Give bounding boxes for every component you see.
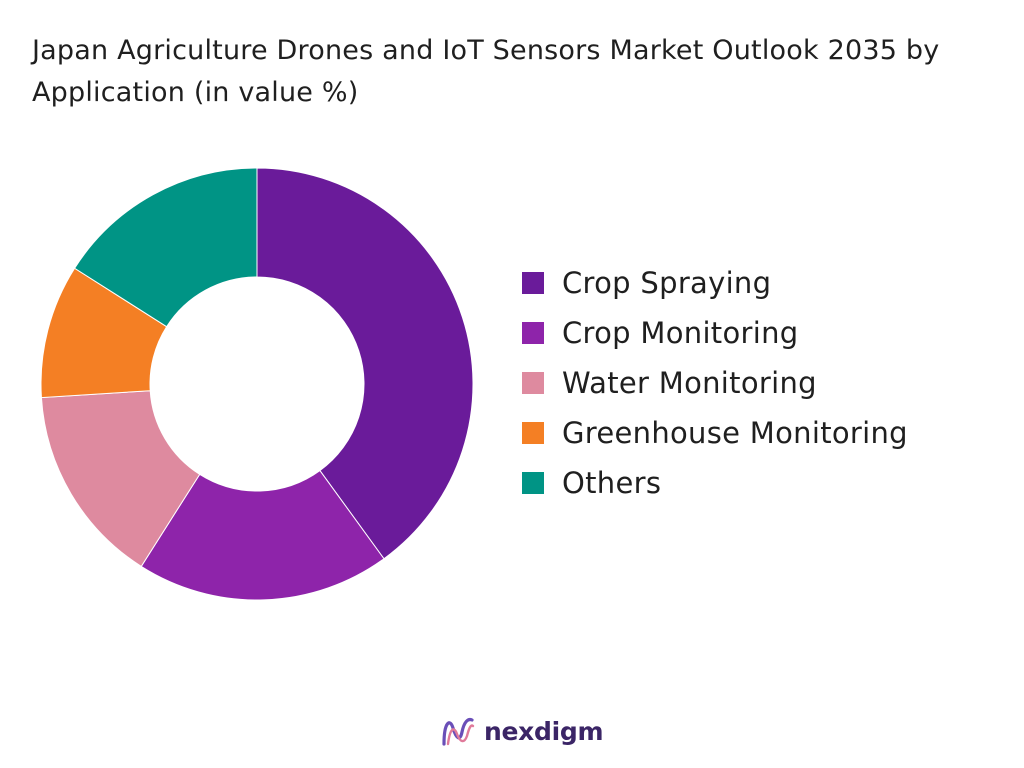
donut-slice-others xyxy=(73,167,258,328)
legend-swatch-water-monitoring xyxy=(522,372,544,394)
legend-swatch-crop-monitoring xyxy=(522,322,544,344)
brand-logo: nexdigm xyxy=(440,714,604,748)
legend-label: Others xyxy=(562,466,662,500)
legend-swatch-crop-spraying xyxy=(522,272,544,294)
legend-item-crop-monitoring: Crop Monitoring xyxy=(522,308,908,358)
legend-item-greenhouse-monitoring: Greenhouse Monitoring xyxy=(522,408,908,458)
chart-title: Japan Agriculture Drones and IoT Sensors… xyxy=(32,35,940,108)
legend-item-water-monitoring: Water Monitoring xyxy=(522,358,908,408)
legend-swatch-others xyxy=(522,472,544,494)
legend-item-crop-spraying: Crop Spraying xyxy=(522,258,908,308)
legend-label: Greenhouse Monitoring xyxy=(562,416,908,450)
legend-label: Crop Spraying xyxy=(562,266,772,300)
legend-item-others: Others xyxy=(522,458,908,508)
chart-legend: Crop Spraying Crop Monitoring Water Moni… xyxy=(522,258,908,508)
legend-label: Water Monitoring xyxy=(562,366,817,400)
legend-swatch-greenhouse-monitoring xyxy=(522,422,544,444)
nexdigm-logo-icon xyxy=(442,717,475,746)
legend-label: Crop Monitoring xyxy=(562,316,799,350)
brand-name: nexdigm xyxy=(484,716,604,746)
donut-slice-crop-spraying xyxy=(256,167,474,560)
donut-chart xyxy=(40,167,474,601)
donut-slice-crop-monitoring xyxy=(140,469,385,601)
donut-slice-water-monitoring xyxy=(40,390,201,568)
